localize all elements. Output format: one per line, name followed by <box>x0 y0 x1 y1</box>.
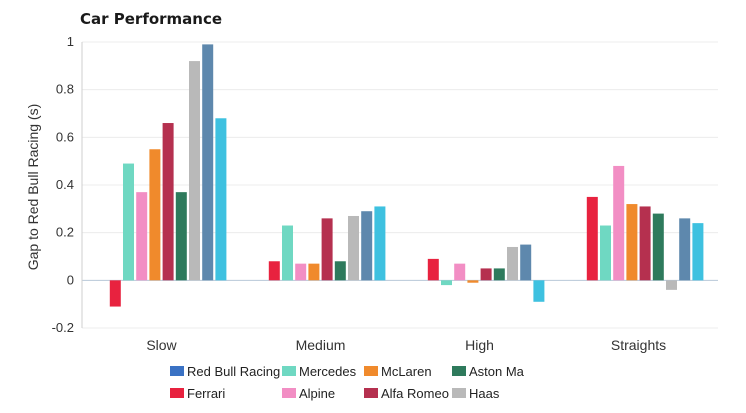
y-tick-label: 0.4 <box>56 177 74 192</box>
legend-label: Alfa Romeo <box>381 386 449 401</box>
y-tick-label: 0.8 <box>56 82 74 97</box>
bar <box>652 213 664 281</box>
bar <box>600 225 611 281</box>
legend-label: Haas <box>469 386 500 401</box>
bar <box>361 211 373 281</box>
bar <box>162 123 174 281</box>
bar <box>666 280 677 290</box>
y-tick-label: 0.6 <box>56 129 74 144</box>
legend-swatch <box>282 366 296 376</box>
bar <box>282 225 293 281</box>
bar <box>507 246 518 281</box>
legend-label: McLaren <box>381 364 432 379</box>
bar <box>202 44 214 281</box>
bar <box>109 280 121 307</box>
bar <box>374 206 386 281</box>
bar <box>308 263 320 281</box>
bar <box>467 280 479 283</box>
bar <box>692 223 704 281</box>
legend-swatch <box>452 388 466 398</box>
legend-swatch <box>282 388 296 398</box>
bar <box>348 215 359 281</box>
bar <box>586 196 598 281</box>
legend-label: Red Bull Racing <box>187 364 280 379</box>
bar <box>427 258 439 281</box>
grid <box>82 41 718 329</box>
y-tick-label: 0 <box>67 272 74 287</box>
bar <box>454 263 466 281</box>
bars <box>96 44 704 307</box>
bar <box>295 263 307 281</box>
legend-label: Aston Ma <box>469 364 525 379</box>
y-tick-label: 0.2 <box>56 225 74 240</box>
axes: -0.2 0 0.2 0.4 0.6 0.8 1 Slow Medium High Straight… <box>52 34 667 353</box>
bar <box>441 280 452 286</box>
x-tick-label: High <box>465 337 494 353</box>
bar <box>149 149 161 281</box>
legend-swatch <box>364 366 378 376</box>
bar <box>175 192 187 281</box>
bar <box>321 218 333 281</box>
y-tick-label: 1 <box>67 34 74 49</box>
legend-label: Mercedes <box>299 364 357 379</box>
bar <box>215 118 227 281</box>
chart-title: Car Performance <box>80 10 222 28</box>
x-tick-label: Medium <box>296 337 346 353</box>
bar <box>123 163 134 281</box>
legend-swatch <box>170 388 184 398</box>
bar <box>334 261 346 281</box>
y-tick-label: -0.2 <box>52 320 74 335</box>
x-tick-label: Slow <box>146 337 177 353</box>
bar <box>679 218 691 281</box>
bar <box>639 206 651 281</box>
legend-label: Ferrari <box>187 386 225 401</box>
bar <box>480 268 492 281</box>
y-axis-label: Gap to Red Bull Racing (s) <box>25 104 41 271</box>
legend-swatch <box>364 388 378 398</box>
bar <box>493 268 505 281</box>
bar <box>533 280 545 302</box>
bar <box>268 261 280 281</box>
x-tick-label: Straights <box>611 337 666 353</box>
bar <box>136 192 148 281</box>
legend-label: Alpine <box>299 386 335 401</box>
bar <box>520 244 532 281</box>
legend-swatch <box>452 366 466 376</box>
bar <box>613 165 625 281</box>
bar <box>626 204 638 281</box>
legend-swatch <box>170 366 184 376</box>
bar <box>189 61 200 281</box>
legend: Red Bull Racing Mercedes McLaren Aston Ma Fe… <box>170 364 525 401</box>
